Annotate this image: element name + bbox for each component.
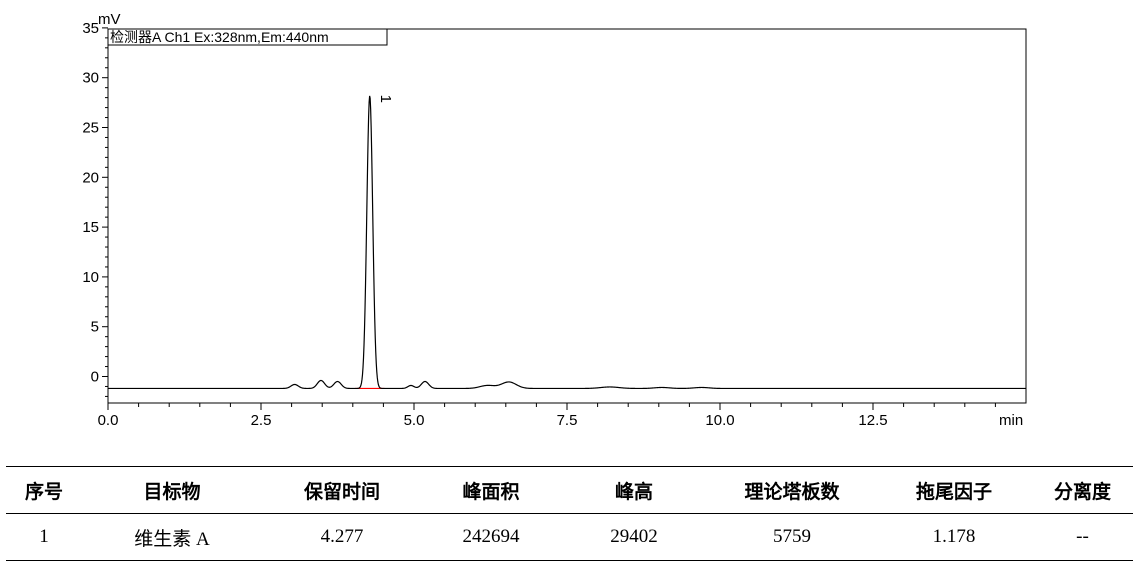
y-axis-ticks: 0 5 10 15 20 25 30 35 bbox=[82, 20, 108, 386]
x-tick-label: 2.5 bbox=[251, 412, 272, 429]
x-tick-label: 0.0 bbox=[98, 412, 119, 429]
cell-peak-area: 242694 bbox=[422, 513, 560, 561]
y-axis-unit: mV bbox=[98, 11, 121, 28]
x-tick-label: 5.0 bbox=[404, 412, 425, 429]
header-resolution: 分离度 bbox=[1032, 466, 1133, 514]
header-target: 目标物 bbox=[82, 466, 262, 514]
results-table: 序号 目标物 保留时间 峰面积 峰高 理论塔板数 拖尾因子 分离度 1 维生素 … bbox=[6, 466, 1133, 561]
y-tick-label: 15 bbox=[82, 219, 99, 236]
x-minor-ticks bbox=[138, 403, 996, 407]
cell-peak-height: 29402 bbox=[560, 513, 708, 561]
y-tick-label: 25 bbox=[82, 120, 99, 137]
header-tailing-factor: 拖尾因子 bbox=[876, 466, 1032, 514]
cell-tailing-factor: 1.178 bbox=[876, 513, 1032, 561]
x-tick-label: 12.5 bbox=[858, 412, 887, 429]
header-peak-area: 峰面积 bbox=[422, 466, 560, 514]
x-axis-ticks: 0.0 2.5 5.0 7.5 10.0 12.5 bbox=[98, 403, 888, 429]
table-header-row: 序号 目标物 保留时间 峰面积 峰高 理论塔板数 拖尾因子 分离度 bbox=[6, 466, 1133, 514]
y-tick-label: 5 bbox=[91, 319, 99, 336]
header-peak-height: 峰高 bbox=[560, 466, 708, 514]
header-index: 序号 bbox=[6, 466, 82, 514]
header-retention-time: 保留时间 bbox=[262, 466, 422, 514]
x-axis-unit: min bbox=[999, 412, 1023, 429]
x-tick-label: 10.0 bbox=[705, 412, 734, 429]
header-plate-number: 理论塔板数 bbox=[708, 466, 876, 514]
y-tick-label: 30 bbox=[82, 70, 99, 87]
cell-index: 1 bbox=[6, 513, 82, 561]
chromatogram-chart: 0 5 10 15 20 25 30 35 0.0 2.5 5.0 7.5 10.0 12.5 1 检测… bbox=[82, 11, 1027, 429]
legend-box bbox=[107, 28, 388, 46]
legend-text: 检测器A Ch1 Ex:328nm,Em:440nm bbox=[110, 29, 329, 45]
cell-retention-time: 4.277 bbox=[262, 513, 422, 561]
plot-frame bbox=[107, 28, 1027, 404]
chromatogram-trace bbox=[108, 95, 1026, 390]
y-tick-label: 10 bbox=[82, 269, 99, 286]
x-tick-label: 7.5 bbox=[557, 412, 578, 429]
table-row: 1 维生素 A 4.277 242694 29402 5759 1.178 -- bbox=[6, 513, 1133, 561]
cell-resolution: -- bbox=[1032, 513, 1133, 561]
y-tick-label: 0 bbox=[91, 369, 99, 386]
peak-label: 1 bbox=[377, 95, 394, 103]
cell-plate-number: 5759 bbox=[708, 513, 876, 561]
y-tick-label: 35 bbox=[82, 20, 99, 37]
y-tick-label: 20 bbox=[82, 169, 99, 186]
cell-target: 维生素 A bbox=[82, 513, 262, 561]
